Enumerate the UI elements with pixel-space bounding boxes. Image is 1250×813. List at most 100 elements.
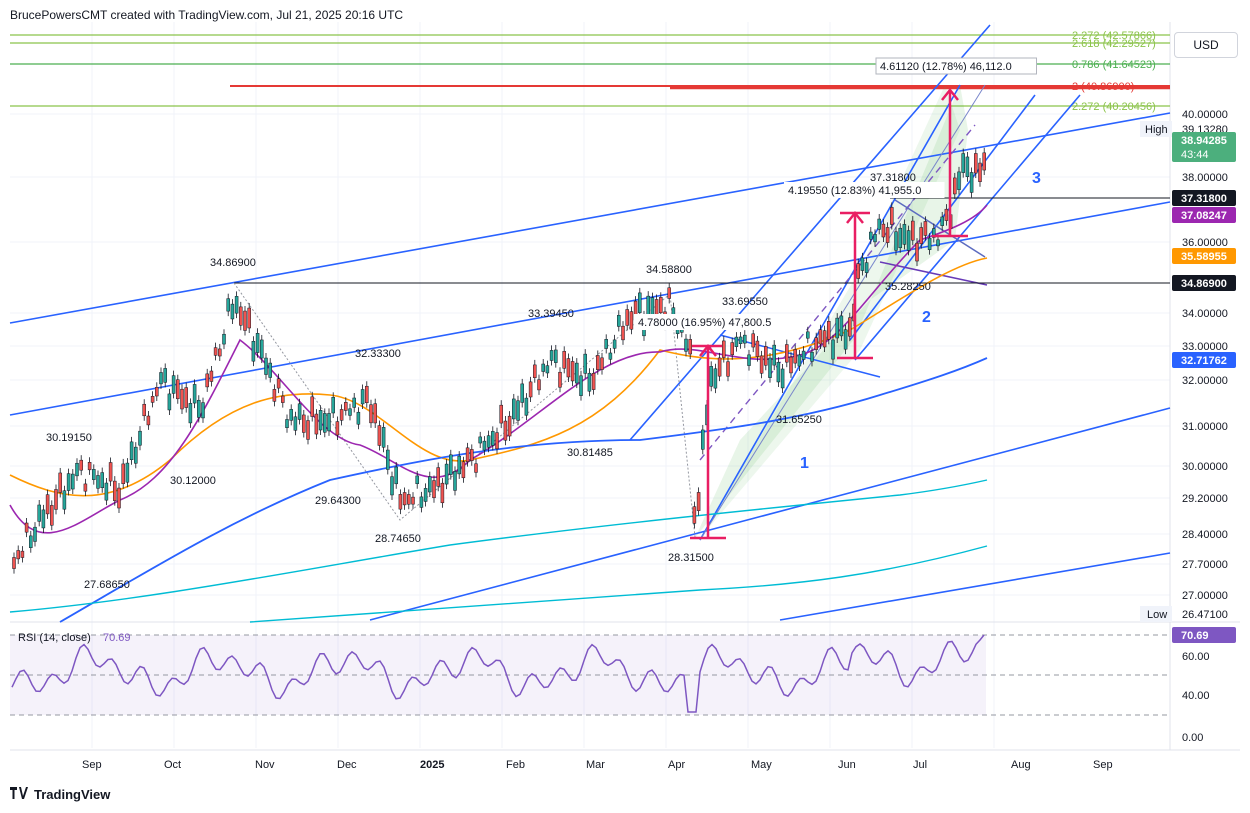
candle-body bbox=[264, 357, 268, 375]
y-tick: 30.00000 bbox=[1182, 461, 1228, 473]
candle-body bbox=[940, 216, 944, 226]
pivot-label: 30.81485 bbox=[567, 447, 613, 459]
y-tick: 40.00000 bbox=[1182, 109, 1228, 121]
candle-body bbox=[432, 480, 436, 499]
candle-body bbox=[121, 463, 125, 484]
candle-body bbox=[650, 297, 655, 317]
candle-body bbox=[528, 381, 533, 398]
candle-body bbox=[503, 420, 508, 441]
candle-body bbox=[491, 431, 495, 446]
candle-body bbox=[755, 340, 760, 357]
pivot-label: 33.39450 bbox=[528, 308, 574, 320]
candle-body bbox=[932, 228, 936, 238]
candle-body bbox=[104, 482, 109, 501]
price-tag-bg bbox=[1172, 132, 1236, 162]
candle-body bbox=[45, 494, 50, 515]
candle-body bbox=[150, 396, 155, 403]
candle-body bbox=[612, 339, 617, 349]
candle-body bbox=[474, 463, 478, 473]
rsi-tick: 60.00 bbox=[1182, 651, 1210, 663]
candle-body bbox=[461, 461, 466, 479]
candle-body bbox=[285, 419, 289, 428]
candle-body bbox=[276, 378, 281, 389]
candle-body bbox=[33, 526, 37, 542]
fib-label: 2.618 (42.29527) bbox=[1072, 38, 1156, 50]
candle-body bbox=[709, 366, 713, 387]
rsi-legend-label: RSI (14, close) bbox=[18, 632, 91, 644]
candle-body bbox=[814, 337, 818, 350]
candle-body bbox=[482, 440, 487, 451]
candle-body bbox=[470, 449, 474, 462]
candle-body bbox=[222, 333, 226, 345]
candle-body bbox=[209, 370, 214, 382]
fib-label: 0.786 (41.64523) bbox=[1072, 59, 1156, 71]
x-tick: May bbox=[751, 759, 772, 771]
candle-body bbox=[356, 411, 361, 425]
candle-body bbox=[16, 550, 20, 560]
candle-body bbox=[100, 472, 104, 489]
candle-body bbox=[117, 487, 121, 509]
rsi-tick: 0.00 bbox=[1182, 732, 1203, 744]
y-tick: 38.00000 bbox=[1182, 172, 1228, 184]
candle-body bbox=[323, 413, 327, 433]
candle-body bbox=[617, 314, 621, 327]
trendline bbox=[779, 552, 1171, 621]
candle-body bbox=[495, 432, 499, 450]
candle-body bbox=[125, 462, 130, 483]
x-tick: Feb bbox=[506, 759, 525, 771]
x-tick: Oct bbox=[164, 759, 181, 771]
wave-label-3: 3 bbox=[1032, 170, 1041, 187]
high-tag-bg bbox=[1140, 121, 1172, 137]
candle-body bbox=[398, 494, 403, 510]
candle-body bbox=[961, 153, 965, 173]
x-tick: Sep bbox=[82, 759, 102, 771]
candle-body bbox=[579, 375, 583, 396]
price-tag: 37.08247 bbox=[1181, 210, 1227, 222]
candle-body bbox=[835, 317, 839, 339]
candle-body bbox=[289, 409, 293, 421]
y-tick: 28.40000 bbox=[1182, 529, 1228, 541]
sma20-line bbox=[9, 204, 988, 534]
price-tag-bg bbox=[1172, 627, 1236, 643]
pivot-label: 30.12000 bbox=[170, 475, 216, 487]
candle-body bbox=[659, 297, 663, 314]
candle-body bbox=[24, 522, 29, 533]
candle-body bbox=[213, 347, 218, 356]
price-tag: 38.94285 bbox=[1181, 135, 1227, 147]
x-tick: Nov bbox=[255, 759, 275, 771]
candle-body bbox=[365, 385, 369, 404]
candle-body bbox=[163, 368, 167, 383]
candle-body bbox=[29, 535, 33, 548]
price-tag-bg bbox=[1172, 248, 1236, 264]
candle-body bbox=[314, 413, 319, 435]
candle-body bbox=[66, 473, 71, 491]
x-tick: Jun bbox=[838, 759, 856, 771]
sma200-line bbox=[59, 357, 988, 623]
currency-button[interactable]: USD bbox=[1174, 32, 1238, 58]
candle-body bbox=[537, 379, 541, 391]
candle-body bbox=[12, 557, 16, 569]
candle-body bbox=[201, 402, 205, 419]
candle-body bbox=[129, 441, 134, 461]
candle-body bbox=[226, 298, 230, 312]
candle-body bbox=[890, 207, 894, 225]
price-tag: 37.31800 bbox=[1181, 193, 1227, 205]
candle-body bbox=[386, 449, 390, 470]
candle-body bbox=[738, 336, 743, 345]
candle-body bbox=[831, 339, 835, 360]
candle-body bbox=[465, 447, 470, 462]
candle-body bbox=[205, 373, 209, 388]
candle-body bbox=[906, 230, 911, 251]
candle-body bbox=[638, 292, 642, 313]
candle-body bbox=[415, 475, 419, 484]
measure-label-bg bbox=[784, 182, 945, 198]
candle-body bbox=[566, 358, 571, 378]
candle-body bbox=[247, 307, 251, 329]
low-tag-bg bbox=[1140, 606, 1172, 622]
candle-body bbox=[856, 263, 860, 279]
candle-body bbox=[764, 346, 768, 366]
candle-body bbox=[272, 389, 277, 402]
candle-body bbox=[50, 505, 54, 526]
candle-body bbox=[915, 242, 919, 262]
